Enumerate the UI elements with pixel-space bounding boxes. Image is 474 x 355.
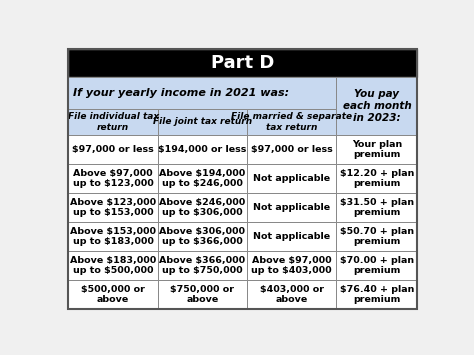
Text: Above $194,000
up to $246,000: Above $194,000 up to $246,000 — [159, 169, 246, 188]
Text: $76.40 + plan
premium: $76.40 + plan premium — [340, 285, 414, 304]
Text: $500,000 or
above: $500,000 or above — [81, 285, 145, 304]
Text: $194,000 or less: $194,000 or less — [158, 145, 246, 154]
Text: $97,000 or less: $97,000 or less — [251, 145, 333, 154]
Bar — [247, 222, 337, 251]
Text: Above $246,000
up to $306,000: Above $246,000 up to $306,000 — [159, 198, 246, 217]
Text: Above $97,000
up to $123,000: Above $97,000 up to $123,000 — [73, 169, 154, 188]
Text: File joint tax return: File joint tax return — [153, 118, 252, 126]
Text: Above $97,000
up to $403,000: Above $97,000 up to $403,000 — [251, 256, 332, 275]
Text: Above $123,000
up to $153,000: Above $123,000 up to $153,000 — [70, 198, 156, 217]
Bar — [247, 251, 337, 280]
Text: Your plan
premium: Your plan premium — [352, 140, 402, 159]
Bar — [247, 193, 337, 222]
Text: Not applicable: Not applicable — [253, 174, 330, 183]
Bar — [68, 77, 337, 109]
Bar — [158, 164, 247, 193]
Bar — [337, 280, 418, 309]
Bar — [68, 49, 418, 77]
Text: Part D: Part D — [211, 54, 274, 72]
Bar — [247, 164, 337, 193]
Bar — [158, 109, 247, 135]
Bar — [337, 251, 418, 280]
Text: $403,000 or
above: $403,000 or above — [260, 285, 324, 304]
Bar — [68, 109, 158, 135]
Bar — [158, 222, 247, 251]
Text: Above $153,000
up to $183,000: Above $153,000 up to $183,000 — [70, 227, 156, 246]
Text: $750,000 or
above: $750,000 or above — [171, 285, 235, 304]
Bar — [158, 193, 247, 222]
Bar — [68, 251, 158, 280]
Bar — [337, 222, 418, 251]
Bar — [68, 280, 158, 309]
Bar — [247, 135, 337, 164]
Bar — [68, 164, 158, 193]
Text: $70.00 + plan
premium: $70.00 + plan premium — [340, 256, 414, 275]
Text: $12.20 + plan
premium: $12.20 + plan premium — [340, 169, 414, 188]
Text: $50.70 + plan
premium: $50.70 + plan premium — [340, 227, 414, 246]
Bar — [337, 77, 418, 135]
Bar — [247, 109, 337, 135]
Text: Above $183,000
up to $500,000: Above $183,000 up to $500,000 — [70, 256, 156, 275]
Text: Above $306,000
up to $366,000: Above $306,000 up to $366,000 — [159, 227, 246, 246]
Bar — [68, 222, 158, 251]
Bar — [337, 193, 418, 222]
Text: File individual tax
return: File individual tax return — [67, 112, 159, 132]
Bar — [337, 135, 418, 164]
Text: $31.50 + plan
premium: $31.50 + plan premium — [340, 198, 414, 217]
Text: You pay
each month
in 2023:: You pay each month in 2023: — [343, 89, 411, 122]
Text: Above $366,000
up to $750,000: Above $366,000 up to $750,000 — [159, 256, 246, 275]
Bar — [158, 135, 247, 164]
Text: File married & separate
tax return: File married & separate tax return — [231, 112, 352, 132]
Bar — [68, 193, 158, 222]
Bar — [158, 251, 247, 280]
Text: Not applicable: Not applicable — [253, 232, 330, 241]
Bar — [68, 135, 158, 164]
Bar — [337, 164, 418, 193]
Text: Not applicable: Not applicable — [253, 203, 330, 212]
Text: If your yearly income in 2021 was:: If your yearly income in 2021 was: — [73, 88, 289, 98]
Text: $97,000 or less: $97,000 or less — [72, 145, 154, 154]
Bar — [158, 280, 247, 309]
Bar — [247, 280, 337, 309]
